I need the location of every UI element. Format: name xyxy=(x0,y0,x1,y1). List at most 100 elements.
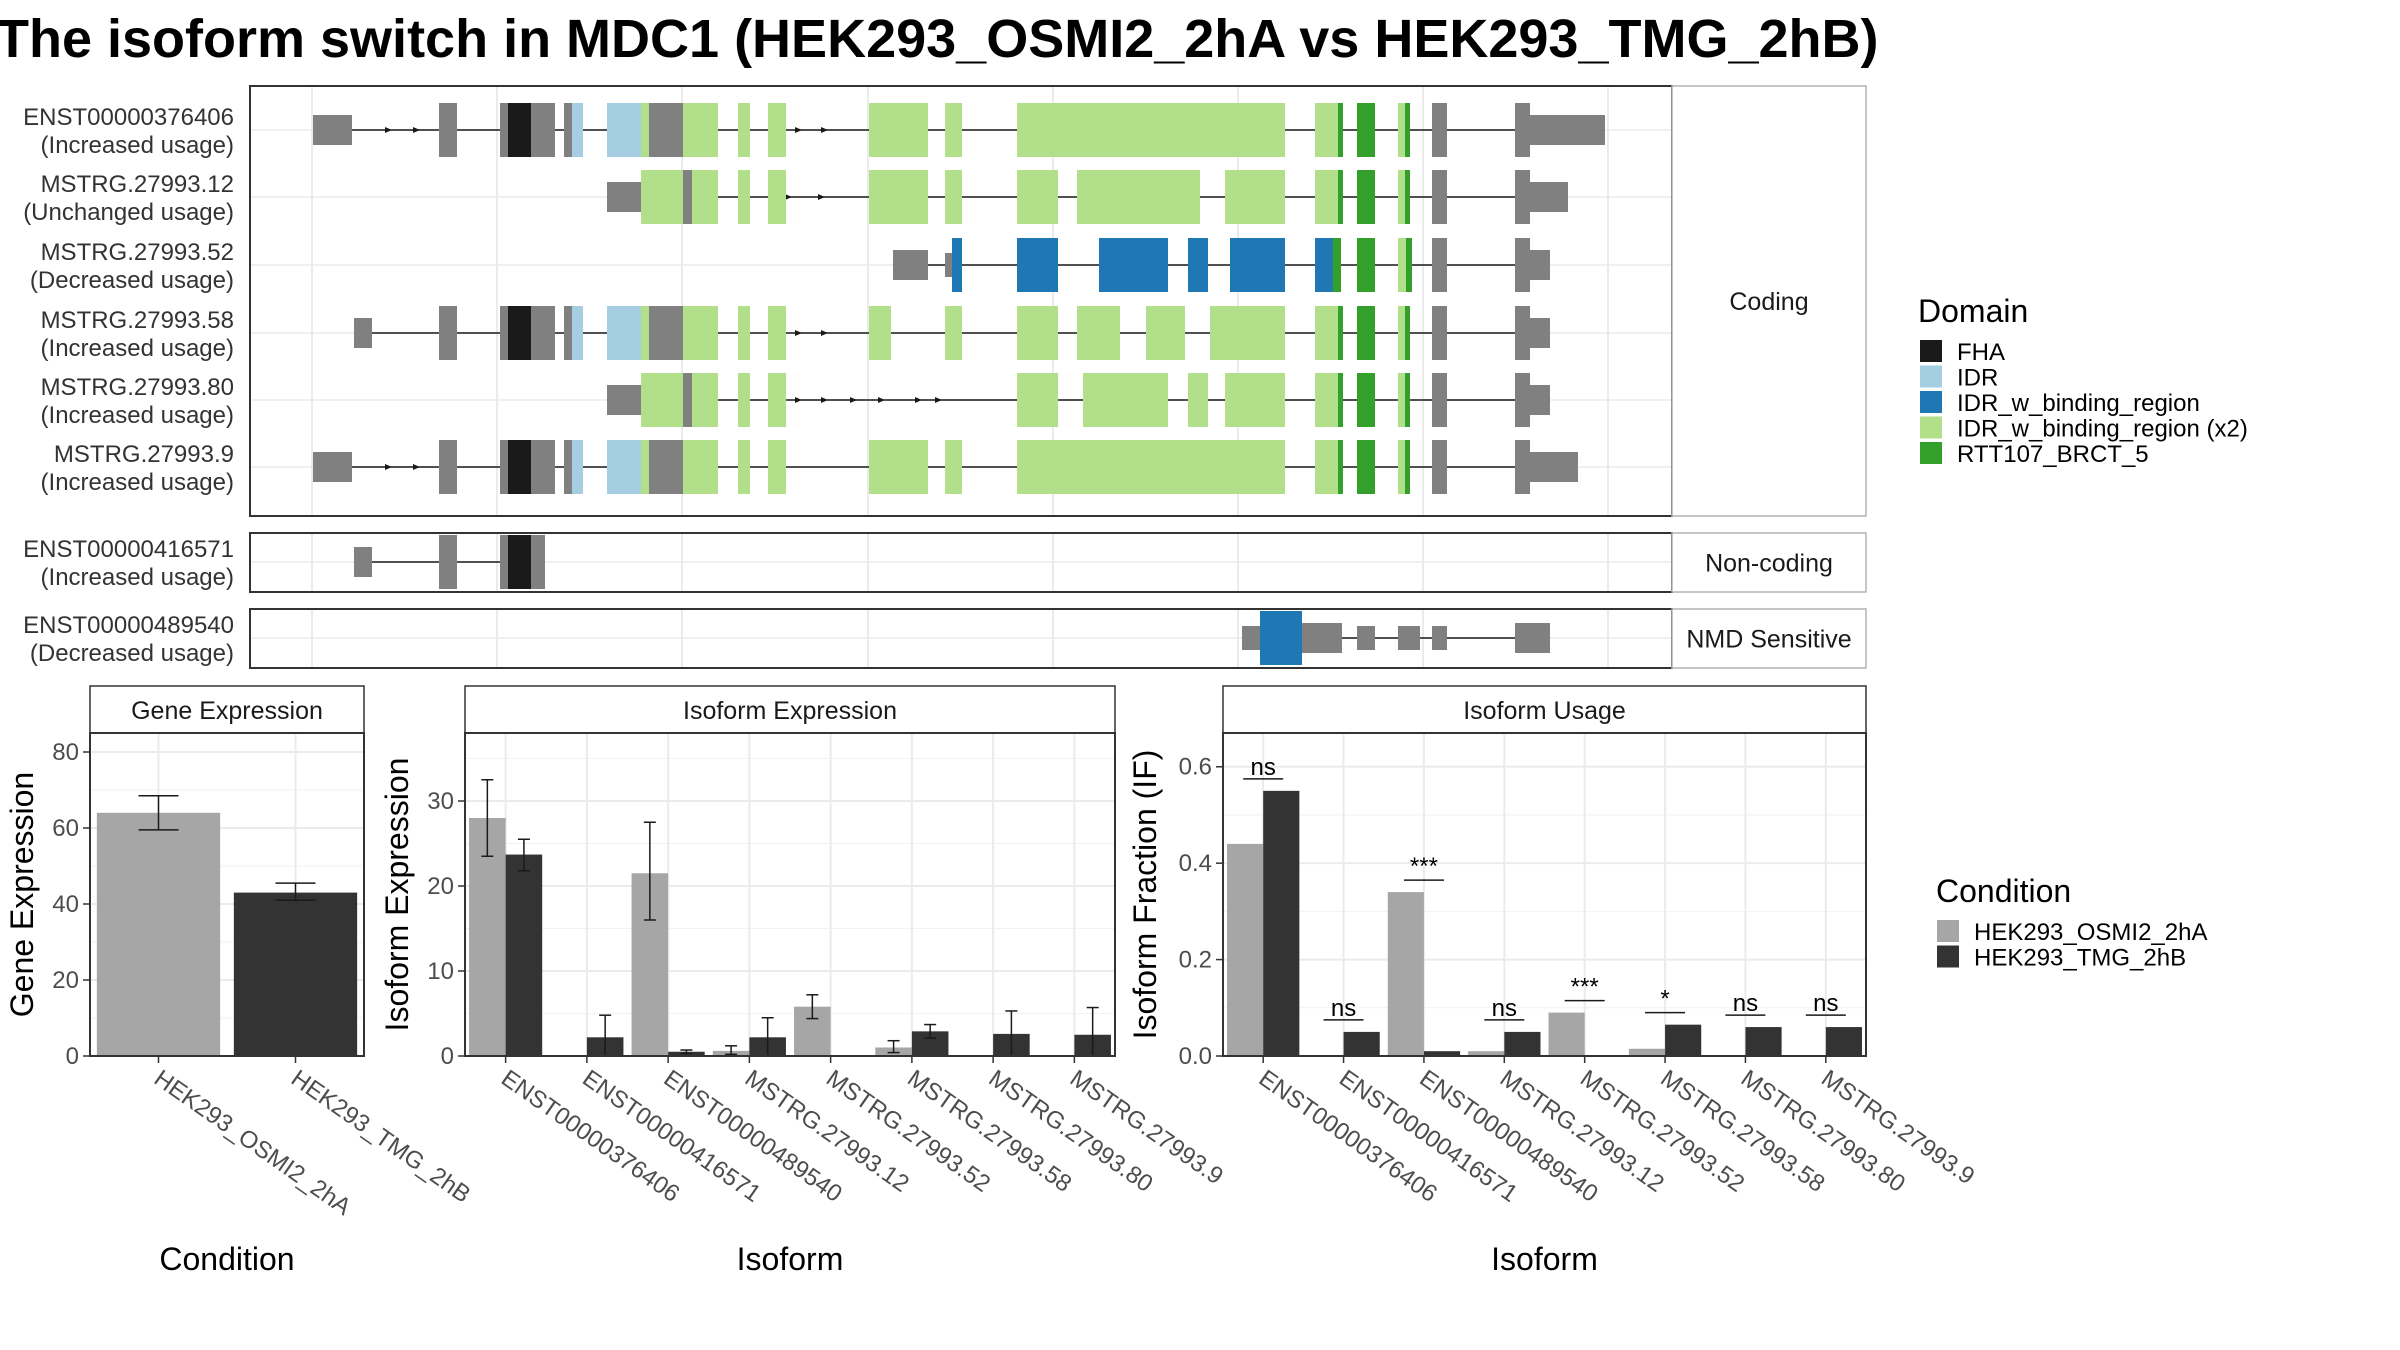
y-tick-label: 0 xyxy=(441,1043,454,1070)
transcript-usage-label: (Increased usage) xyxy=(41,564,234,591)
exon-block xyxy=(768,103,786,157)
exon-block xyxy=(1225,373,1285,427)
strand-arrow xyxy=(785,194,792,200)
y-axis-title: Isoform Expression xyxy=(379,758,415,1032)
x-axis-title: Condition xyxy=(159,1241,294,1277)
exon-block xyxy=(1398,170,1405,224)
exon-block xyxy=(945,440,962,494)
domain-legend-key xyxy=(1920,365,1942,388)
exon-block xyxy=(1315,103,1338,157)
exon-block xyxy=(1406,238,1412,292)
exon-block xyxy=(564,103,572,157)
strand-arrow xyxy=(413,464,420,470)
exon-block xyxy=(649,103,683,157)
exon-block xyxy=(1260,611,1302,665)
exon-block xyxy=(1302,623,1342,653)
y-tick-label: 80 xyxy=(52,739,79,766)
transcript-id-label: MSTRG.27993.52 xyxy=(41,239,234,266)
bar xyxy=(1343,1031,1380,1056)
exon-block xyxy=(649,306,683,360)
exon-block xyxy=(607,103,641,157)
exon-block xyxy=(945,103,962,157)
exon-block xyxy=(869,306,891,360)
exon-block xyxy=(641,103,649,157)
exon-block xyxy=(1338,170,1343,224)
exon-block xyxy=(641,306,649,360)
bar xyxy=(505,854,543,1056)
exon-block xyxy=(1357,306,1375,360)
bar xyxy=(1227,843,1264,1056)
significance-label: ns xyxy=(1733,990,1758,1017)
domain-legend-key xyxy=(1920,416,1942,439)
exon-block xyxy=(1083,373,1168,427)
exon-block xyxy=(768,373,786,427)
exon-block xyxy=(1530,318,1550,348)
exon-block xyxy=(439,306,457,360)
panel-border xyxy=(464,732,1116,1057)
exon-block xyxy=(1338,440,1343,494)
y-tick-label: 0 xyxy=(66,1043,79,1070)
strand-arrow xyxy=(821,397,828,403)
exon-block xyxy=(1017,373,1058,427)
domain-legend-label: IDR_w_binding_region (x2) xyxy=(1957,416,2248,443)
exon-block xyxy=(1398,103,1405,157)
panel-strip-title: Isoform Expression xyxy=(683,697,897,725)
panel-strip xyxy=(89,685,365,734)
domain-legend-key xyxy=(1920,340,1942,362)
exon-block xyxy=(1315,306,1338,360)
group-strip-label: Non-coding xyxy=(1705,550,1833,578)
exon-block xyxy=(1338,373,1343,427)
exon-block xyxy=(508,306,531,360)
panel-border xyxy=(89,732,365,1057)
transcript-id-label: ENST00000376406 xyxy=(23,104,234,131)
exon-block xyxy=(1338,306,1343,360)
exon-block xyxy=(683,373,692,427)
exon-block xyxy=(508,440,531,494)
transcript-usage-label: (Increased usage) xyxy=(41,469,234,496)
transcript-id-label: MSTRG.27993.12 xyxy=(41,171,234,198)
exon-block xyxy=(1432,238,1447,292)
exon-block xyxy=(1530,182,1568,212)
exon-block xyxy=(500,440,508,494)
exon-block xyxy=(1530,452,1578,482)
exon-block xyxy=(641,440,649,494)
significance-label: ns xyxy=(1251,754,1276,781)
group-strip xyxy=(1671,85,1867,517)
exon-block xyxy=(1405,170,1410,224)
domain-legend-label: RTT107_BRCT_5 xyxy=(1957,441,2149,468)
transcript-id-label: MSTRG.27993.9 xyxy=(54,441,234,468)
exon-block xyxy=(439,103,457,157)
exon-block xyxy=(893,250,928,280)
exon-block xyxy=(1225,170,1285,224)
exon-block xyxy=(1230,238,1285,292)
transcript-id-label: MSTRG.27993.80 xyxy=(41,374,234,401)
significance-label: ns xyxy=(1813,990,1838,1017)
exon-block xyxy=(500,306,508,360)
transcript-ENST00000376406 xyxy=(313,103,1605,157)
transcript-usage-label: (Increased usage) xyxy=(41,132,234,159)
y-tick-label: 10 xyxy=(427,958,454,985)
transcript-usage-label: (Decreased usage) xyxy=(30,640,234,667)
exon-block xyxy=(1405,440,1410,494)
domain-legend-label: IDR_w_binding_region xyxy=(1957,390,2200,417)
exon-block xyxy=(500,103,508,157)
transcript-id-label: MSTRG.27993.58 xyxy=(41,307,234,334)
exon-block xyxy=(531,440,555,494)
exon-block xyxy=(1432,103,1447,157)
strand-arrow xyxy=(821,330,828,336)
condition-legend-key xyxy=(1937,945,1959,968)
bar xyxy=(1387,892,1424,1056)
strand-arrow xyxy=(795,330,802,336)
exon-block xyxy=(508,535,531,589)
exon-block xyxy=(1357,103,1375,157)
exon-block xyxy=(572,306,583,360)
transcript-ENST00000416571 xyxy=(354,535,545,589)
group-strip-label: NMD Sensitive xyxy=(1686,626,1851,654)
exon-block xyxy=(1432,626,1447,650)
exon-block xyxy=(531,103,555,157)
bar xyxy=(1263,790,1300,1056)
significance-label: *** xyxy=(1571,974,1599,1001)
strand-arrow xyxy=(915,397,922,403)
